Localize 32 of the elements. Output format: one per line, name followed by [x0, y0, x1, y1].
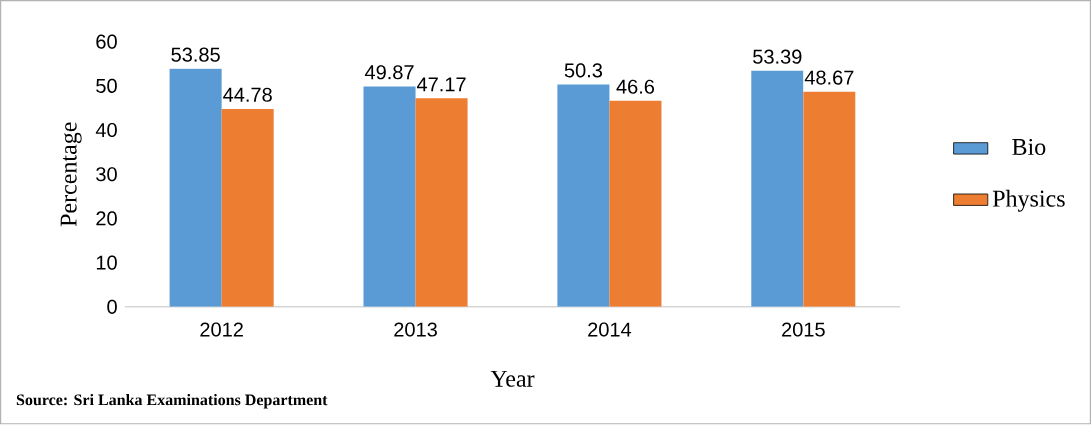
data-label: 53.39 — [753, 49, 802, 65]
y-axis-title: Percentage — [60, 122, 82, 227]
y-tick-label: 30 — [96, 167, 117, 182]
data-label: 46.6 — [616, 79, 655, 95]
data-label: 47.17 — [416, 77, 466, 92]
bar — [221, 109, 274, 308]
x-tick-label: 2012 — [200, 322, 243, 337]
y-tick-label: 50 — [96, 78, 117, 94]
data-label: 53.85 — [171, 47, 220, 62]
bar — [803, 91, 856, 308]
bar — [363, 86, 416, 308]
y-tick-label: 20 — [96, 211, 117, 226]
data-label: 49.87 — [364, 65, 414, 80]
data-label: 50.3 — [564, 63, 603, 78]
y-tick-label: 10 — [96, 255, 117, 270]
data-label: 44.78 — [223, 87, 272, 103]
y-tick-label: 60 — [96, 34, 117, 49]
bar — [169, 69, 222, 308]
data-label: 48.67 — [804, 70, 854, 85]
y-tick-label: 40 — [95, 123, 117, 138]
x-tick-label: 2014 — [588, 322, 632, 337]
bar — [415, 98, 468, 308]
x-axis-title: Year — [490, 371, 535, 388]
bar — [751, 71, 804, 308]
x-tick-label: 2015 — [782, 322, 825, 337]
legend-label: Bio — [1012, 139, 1046, 156]
bar — [609, 101, 662, 308]
source-note: Source: Sri Lanka Examinations Department — [16, 394, 328, 409]
bar — [557, 84, 610, 308]
legend-label: Physics — [992, 190, 1065, 212]
x-tick-label: 2013 — [394, 322, 437, 337]
y-tick-label: 0 — [107, 299, 117, 315]
